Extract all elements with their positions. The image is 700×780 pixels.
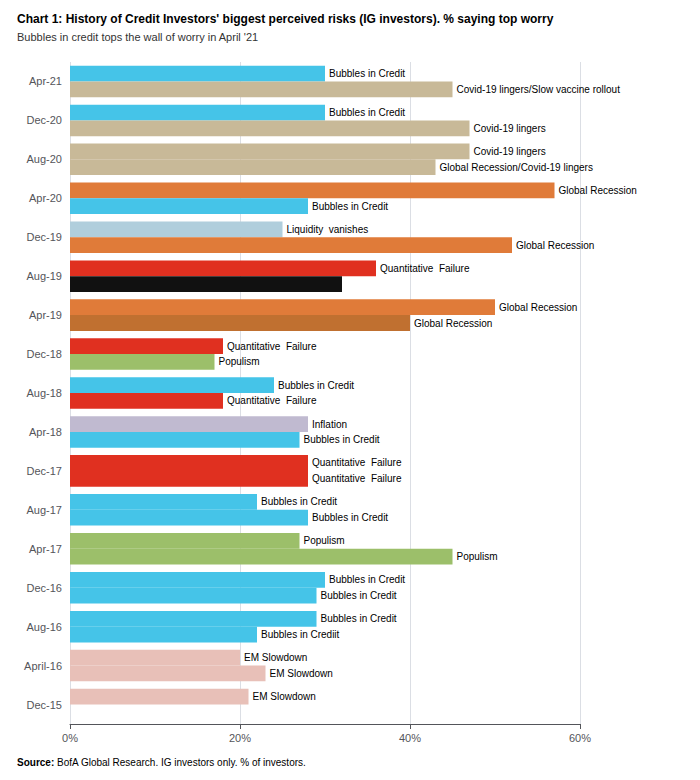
- svg-text:0%: 0%: [62, 732, 78, 744]
- svg-text:Bubbles in Credit: Bubbles in Credit: [312, 201, 388, 212]
- svg-text:Global Recession: Global Recession: [499, 302, 577, 313]
- svg-text:Dec-16: Dec-16: [27, 582, 62, 594]
- svg-text:Aug-18: Aug-18: [27, 387, 62, 399]
- svg-text:Quantitative Failure: Quantitative Failure: [227, 395, 317, 406]
- svg-text:Quantitative Failure: Quantitative Failure: [380, 263, 470, 274]
- svg-text:Dec-15: Dec-15: [27, 699, 62, 711]
- svg-text:Apr-18: Apr-18: [29, 426, 62, 438]
- svg-text:BofA Global Research. IG inves: BofA Global Research. IG investors only.…: [57, 757, 306, 768]
- svg-text:Apr-19: Apr-19: [29, 309, 62, 321]
- svg-text:Covid-19 lingers/Slow vaccine: Covid-19 lingers/Slow vaccine rollout: [457, 84, 621, 95]
- svg-text:Populism: Populism: [457, 551, 498, 562]
- svg-text:Source:: Source:: [17, 757, 54, 768]
- svg-text:Bubbles in Credit: Bubbles in Credit: [329, 107, 405, 118]
- svg-text:Quantitative Failure: Quantitative Failure: [312, 473, 402, 484]
- svg-text:Quantitative Failure: Quantitative Failure: [312, 457, 402, 468]
- svg-text:20%: 20%: [229, 732, 251, 744]
- svg-text:EM Slowdown: EM Slowdown: [253, 691, 316, 702]
- svg-text:Global Recession: Global Recession: [516, 240, 594, 251]
- svg-text:Bubbles in Credit: Bubbles in Credit: [321, 590, 397, 601]
- svg-text:Apr-20: Apr-20: [29, 192, 62, 204]
- svg-text:Aug-16: Aug-16: [27, 621, 62, 633]
- svg-text:Apr-17: Apr-17: [29, 543, 62, 555]
- svg-text:Dec-19: Dec-19: [27, 231, 62, 243]
- svg-text:Covid-19 lingers: Covid-19 lingers: [474, 146, 546, 157]
- svg-text:Bubbles in Credit: Bubbles in Credit: [329, 68, 405, 79]
- svg-text:April-16: April-16: [24, 660, 62, 672]
- svg-text:Chart 1: History of Credit Inv: Chart 1: History of Credit Investors' bi…: [17, 12, 554, 26]
- svg-text:EM Slowdown: EM Slowdown: [270, 668, 333, 679]
- svg-text:Bubbles in Credit: Bubbles in Credit: [329, 574, 405, 585]
- svg-text:Bubbles in Credit: Bubbles in Credit: [312, 512, 388, 523]
- svg-text:Dec-20: Dec-20: [27, 114, 62, 126]
- svg-text:Global Recession: Global Recession: [414, 318, 492, 329]
- svg-text:Bubbles in Credit: Bubbles in Credit: [321, 613, 397, 624]
- svg-text:Liquidity vanishes: Liquidity vanishes: [287, 224, 369, 235]
- svg-text:Dec-17: Dec-17: [27, 465, 62, 477]
- svg-text:Bubbles in Credit: Bubbles in Credit: [261, 496, 337, 507]
- svg-text:Covid-19 lingers: Covid-19 lingers: [474, 123, 546, 134]
- svg-text:Populism: Populism: [219, 356, 260, 367]
- svg-text:Global Recession/Covid-19 ling: Global Recession/Covid-19 lingers: [440, 162, 593, 173]
- svg-text:40%: 40%: [399, 732, 421, 744]
- svg-text:Quantitative Failure: Quantitative Failure: [227, 341, 317, 352]
- svg-text:Populism: Populism: [304, 535, 345, 546]
- svg-text:EM Slowdown: EM Slowdown: [244, 652, 307, 663]
- svg-text:Apr-21: Apr-21: [29, 75, 62, 87]
- svg-text:Bubbles in Crediit: Bubbles in Crediit: [261, 629, 340, 640]
- svg-text:Inflation: Inflation: [312, 419, 347, 430]
- svg-text:60%: 60%: [569, 732, 591, 744]
- svg-text:Aug-20: Aug-20: [27, 153, 62, 165]
- svg-text:Bubbles in credit tops the wal: Bubbles in credit tops the wall of worry…: [17, 31, 258, 43]
- svg-text:Aug-19: Aug-19: [27, 270, 62, 282]
- svg-text:Global Recession: Global Recession: [559, 185, 637, 196]
- svg-text:Bubbles in Credit: Bubbles in Credit: [278, 380, 354, 391]
- svg-text:Dec-18: Dec-18: [27, 348, 62, 360]
- svg-text:Aug-17: Aug-17: [27, 504, 62, 516]
- svg-text:Bubbles in Credit: Bubbles in Credit: [304, 434, 380, 445]
